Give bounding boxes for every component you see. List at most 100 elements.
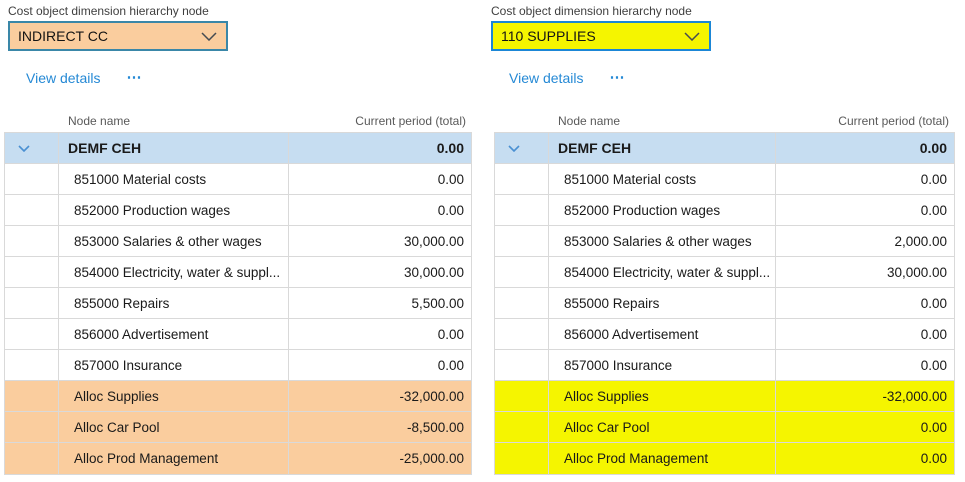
table-row[interactable]: 857000 Insurance 0.00 <box>5 350 471 381</box>
table-row[interactable]: 854000 Electricity, water & suppl... 30,… <box>5 257 471 288</box>
node-name-cell[interactable]: 856000 Advertisement <box>549 319 776 349</box>
current-period-cell[interactable]: 0.00 <box>920 202 947 218</box>
node-name-cell[interactable]: 855000 Repairs <box>59 288 289 318</box>
current-period-cell[interactable]: 0.00 <box>920 326 947 342</box>
row-selector-cell[interactable] <box>495 381 549 411</box>
row-selector-cell[interactable] <box>5 381 59 411</box>
node-name-cell[interactable]: 856000 Advertisement <box>59 319 289 349</box>
current-period-cell[interactable]: 0.00 <box>920 419 947 435</box>
grid-container: Node name Current period (total) DEMF CE… <box>494 110 955 475</box>
row-selector-cell[interactable] <box>5 319 59 349</box>
more-options-icon[interactable]: ⋯ <box>609 69 626 86</box>
current-period-cell[interactable]: 0.00 <box>920 295 947 311</box>
row-selector-cell[interactable] <box>5 288 59 318</box>
current-period-cell[interactable]: 0.00 <box>436 140 464 156</box>
node-name-cell[interactable]: DEMF CEH <box>549 133 776 163</box>
current-period-cell[interactable]: -8,500.00 <box>406 419 464 435</box>
current-period-cell[interactable]: 0.00 <box>920 357 947 373</box>
node-name-cell[interactable]: 851000 Material costs <box>59 164 289 194</box>
node-name-cell[interactable]: 851000 Material costs <box>549 164 776 194</box>
current-period-cell[interactable]: 0.00 <box>437 202 464 218</box>
current-period-cell[interactable]: 30,000.00 <box>403 233 464 249</box>
node-name-cell[interactable]: 857000 Insurance <box>549 350 776 380</box>
hierarchy-node-dropdown[interactable]: 110 SUPPLIES <box>491 21 711 51</box>
node-name-cell[interactable]: Alloc Supplies <box>549 381 776 411</box>
row-selector-cell[interactable] <box>5 350 59 380</box>
row-selector-cell[interactable] <box>5 226 59 256</box>
link-row: View details ⋯ <box>26 70 483 86</box>
table-row[interactable]: 856000 Advertisement 0.00 <box>5 319 471 350</box>
current-period-cell[interactable]: 5,500.00 <box>411 295 464 311</box>
table-row[interactable]: 852000 Production wages 0.00 <box>5 195 471 226</box>
node-name-cell[interactable]: 853000 Salaries & other wages <box>59 226 289 256</box>
table-row[interactable]: 855000 Repairs 0.00 <box>495 288 954 319</box>
view-details-link[interactable]: View details <box>509 70 584 86</box>
node-name-cell[interactable]: Alloc Prod Management <box>549 443 776 474</box>
row-selector-cell[interactable] <box>495 257 549 287</box>
table-row[interactable]: 854000 Electricity, water & suppl... 30,… <box>495 257 954 288</box>
current-period-cell[interactable]: 2,000.00 <box>894 233 947 249</box>
node-name-cell[interactable]: Alloc Supplies <box>59 381 289 411</box>
table-row[interactable]: Alloc Supplies -32,000.00 <box>5 381 471 412</box>
current-period-cell[interactable]: 0.00 <box>920 171 947 187</box>
table-row[interactable]: 857000 Insurance 0.00 <box>495 350 954 381</box>
table-row[interactable]: DEMF CEH 0.00 <box>5 133 471 164</box>
row-selector-cell[interactable] <box>495 350 549 380</box>
view-details-link[interactable]: View details <box>26 70 101 86</box>
current-period-cell[interactable]: 0.00 <box>919 140 947 156</box>
row-selector-cell[interactable] <box>5 164 59 194</box>
row-selector-cell[interactable] <box>5 443 59 474</box>
table-row[interactable]: Alloc Prod Management -25,000.00 <box>5 443 471 474</box>
node-name-cell[interactable]: 853000 Salaries & other wages <box>549 226 776 256</box>
row-selector-cell[interactable] <box>495 288 549 318</box>
row-selector-cell[interactable] <box>495 164 549 194</box>
current-period-cell[interactable]: -32,000.00 <box>399 388 464 404</box>
row-selector-cell[interactable] <box>495 133 549 163</box>
node-name-cell[interactable]: 854000 Electricity, water & suppl... <box>549 257 776 287</box>
row-selector-cell[interactable] <box>5 133 59 163</box>
table-row[interactable]: Alloc Prod Management 0.00 <box>495 443 954 474</box>
more-options-icon[interactable]: ⋯ <box>126 69 143 86</box>
row-selector-cell[interactable] <box>495 443 549 474</box>
node-name-cell[interactable]: Alloc Car Pool <box>549 412 776 442</box>
current-period-cell[interactable]: 30,000.00 <box>886 264 947 280</box>
current-period-cell[interactable]: -25,000.00 <box>399 451 464 466</box>
node-name-cell[interactable]: DEMF CEH <box>59 133 289 163</box>
row-selector-cell[interactable] <box>495 319 549 349</box>
table-row[interactable]: Alloc Car Pool 0.00 <box>495 412 954 443</box>
current-period-cell[interactable]: -32,000.00 <box>882 388 947 404</box>
node-name-cell[interactable]: 852000 Production wages <box>549 195 776 225</box>
current-period-cell[interactable]: 30,000.00 <box>403 264 464 280</box>
node-name-column-header[interactable]: Node name <box>68 114 131 128</box>
table-row[interactable]: 851000 Material costs 0.00 <box>495 164 954 195</box>
table-row[interactable]: Alloc Supplies -32,000.00 <box>495 381 954 412</box>
current-period-cell[interactable]: 0.00 <box>437 326 464 342</box>
row-selector-cell[interactable] <box>5 257 59 287</box>
current-period-cell[interactable]: 0.00 <box>437 171 464 187</box>
node-name-cell[interactable]: Alloc Car Pool <box>59 412 289 442</box>
table-row[interactable]: Alloc Car Pool -8,500.00 <box>5 412 471 443</box>
table-row[interactable]: DEMF CEH 0.00 <box>495 133 954 164</box>
row-selector-cell[interactable] <box>495 195 549 225</box>
node-name-cell[interactable]: Alloc Prod Management <box>59 443 289 474</box>
row-selector-cell[interactable] <box>5 412 59 442</box>
current-period-column-header[interactable]: Current period (total) <box>355 114 466 128</box>
row-selector-cell[interactable] <box>495 412 549 442</box>
table-row[interactable]: 853000 Salaries & other wages 30,000.00 <box>5 226 471 257</box>
table-row[interactable]: 852000 Production wages 0.00 <box>495 195 954 226</box>
current-period-cell[interactable]: 0.00 <box>920 451 947 466</box>
node-name-column-header[interactable]: Node name <box>558 114 621 128</box>
table-row[interactable]: 851000 Material costs 0.00 <box>5 164 471 195</box>
node-name-cell[interactable]: 855000 Repairs <box>549 288 776 318</box>
table-row[interactable]: 853000 Salaries & other wages 2,000.00 <box>495 226 954 257</box>
node-name-cell[interactable]: 857000 Insurance <box>59 350 289 380</box>
row-selector-cell[interactable] <box>495 226 549 256</box>
current-period-cell[interactable]: 0.00 <box>437 357 464 373</box>
node-name-cell[interactable]: 852000 Production wages <box>59 195 289 225</box>
row-selector-cell[interactable] <box>5 195 59 225</box>
table-row[interactable]: 856000 Advertisement 0.00 <box>495 319 954 350</box>
hierarchy-node-dropdown[interactable]: INDIRECT CC <box>8 21 228 51</box>
node-name-cell[interactable]: 854000 Electricity, water & suppl... <box>59 257 289 287</box>
current-period-column-header[interactable]: Current period (total) <box>838 114 949 128</box>
table-row[interactable]: 855000 Repairs 5,500.00 <box>5 288 471 319</box>
